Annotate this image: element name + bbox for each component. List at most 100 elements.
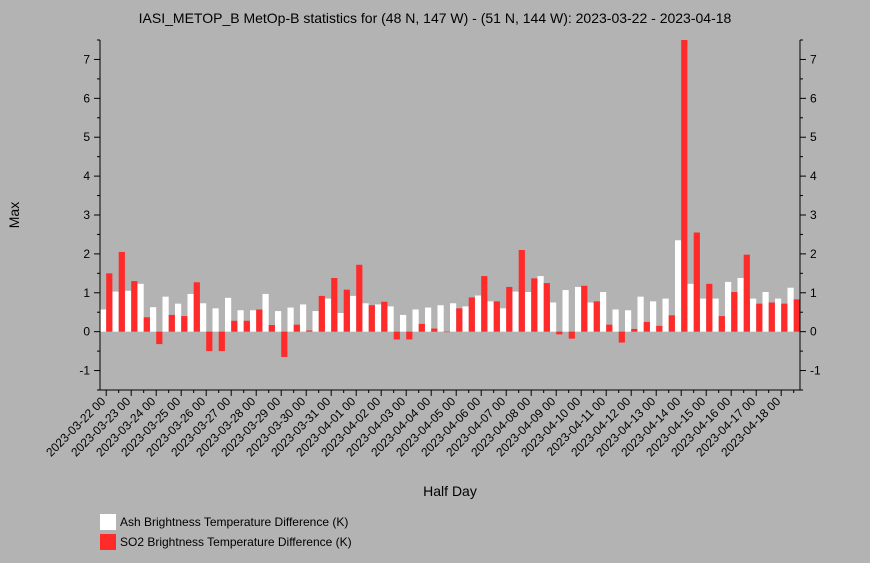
so2-bar (518, 250, 525, 332)
y-tick-label-right: 7 (810, 52, 817, 66)
so2-bar (793, 299, 800, 332)
ash-bar (712, 298, 719, 332)
so2-bar (206, 331, 213, 352)
y-tick-label-left: -1 (79, 364, 90, 378)
ash-bar (662, 298, 669, 332)
so2-bar (468, 297, 475, 332)
chart-title: IASI_METOP_B MetOp-B statistics for (48 … (138, 10, 732, 26)
so2-bar (356, 264, 363, 332)
so2-bar (168, 314, 175, 332)
ash-bar (562, 290, 569, 332)
so2-bar (693, 232, 700, 332)
so2-bar (506, 286, 513, 332)
ash-bar (600, 292, 607, 332)
legend: Ash Brightness Temperature Difference (K… (100, 512, 352, 552)
ash-bar (375, 304, 382, 332)
ash-bar (337, 313, 344, 332)
so2-bar (493, 301, 500, 332)
ash-bar (437, 305, 444, 332)
ash-bar (200, 303, 207, 332)
so2-bar (256, 309, 263, 332)
ash-bar (175, 303, 182, 332)
ash-bar (475, 295, 482, 332)
y-tick-label-left: 2 (83, 247, 90, 261)
so2-bar (281, 331, 288, 357)
y-tick-label-left: 0 (83, 325, 90, 339)
so2-bar (443, 331, 450, 333)
so2-bar (668, 315, 675, 332)
so2-bar (293, 324, 300, 332)
so2-bar (431, 328, 438, 332)
so2-bar (543, 283, 550, 332)
ash-bar (262, 293, 269, 332)
legend-label-so2: SO2 Brightness Temperature Difference (K… (120, 535, 352, 549)
ash-bar (512, 291, 519, 332)
so2-bar (143, 317, 150, 332)
so2-bar (368, 305, 375, 332)
so2-bar (593, 301, 600, 332)
so2-bar (631, 328, 638, 332)
so2-bar (156, 331, 163, 345)
ash-bar (362, 303, 369, 332)
ash-bar (725, 281, 732, 332)
so2-bar (581, 285, 588, 332)
ash-bar (212, 308, 219, 332)
y-tick-label-right: 4 (810, 169, 817, 183)
so2-bar (618, 331, 625, 343)
ash-bar (587, 302, 594, 332)
so2-bar (243, 320, 250, 332)
y-tick-label-left: 4 (83, 169, 90, 183)
y-tick-label-right: 3 (810, 208, 817, 222)
so2-bar (656, 325, 663, 332)
so2-bar (318, 295, 325, 332)
ash-bar (150, 307, 157, 332)
y-tick-label-left: 6 (83, 91, 90, 105)
so2-bar (568, 331, 575, 339)
y-tick-label-left: 1 (83, 286, 90, 300)
ash-bar (687, 283, 694, 332)
so2-bar (393, 331, 400, 340)
y-tick-label-right: 1 (810, 286, 817, 300)
ash-bar (700, 298, 707, 332)
ash-bar (250, 310, 257, 332)
ash-bar (550, 302, 557, 332)
so2-bar (768, 302, 775, 332)
so2-bar (193, 282, 200, 332)
ash-bar (762, 292, 769, 332)
ash-bar (387, 306, 394, 332)
ash-bar (225, 297, 232, 332)
ash-bar (275, 311, 282, 332)
y-tick-label-left: 3 (83, 208, 90, 222)
so2-bar (456, 308, 463, 332)
ash-bar (525, 292, 532, 332)
legend-item-ash: Ash Brightness Temperature Difference (K… (100, 512, 352, 532)
ash-bar (500, 308, 507, 332)
so2-bar (131, 281, 138, 332)
ash-bar (750, 298, 757, 332)
so2-bar (406, 331, 413, 340)
ash-bar (100, 309, 107, 332)
so2-bar (643, 321, 650, 332)
ash-bar (237, 310, 244, 332)
y-tick-label-right: 6 (810, 91, 817, 105)
ash-bar (187, 293, 194, 332)
ash-bar (125, 290, 132, 332)
so2-bar (706, 283, 713, 332)
ash-bar (737, 278, 744, 332)
legend-swatch-so2 (100, 534, 116, 550)
so2-bar (331, 278, 338, 332)
ash-bar (537, 276, 544, 332)
y-tick-label-right: 2 (810, 247, 817, 261)
so2-bar (231, 320, 238, 332)
ash-bar (637, 296, 644, 332)
legend-item-so2: SO2 Brightness Temperature Difference (K… (100, 532, 352, 552)
ash-bar (425, 307, 432, 332)
so2-bar (118, 251, 125, 332)
ash-bar (162, 296, 169, 332)
ash-bar (487, 301, 494, 332)
ash-bar (450, 303, 457, 332)
ash-bar (287, 307, 294, 332)
ash-bar (350, 295, 357, 332)
y-tick-label-left: 7 (83, 52, 90, 66)
